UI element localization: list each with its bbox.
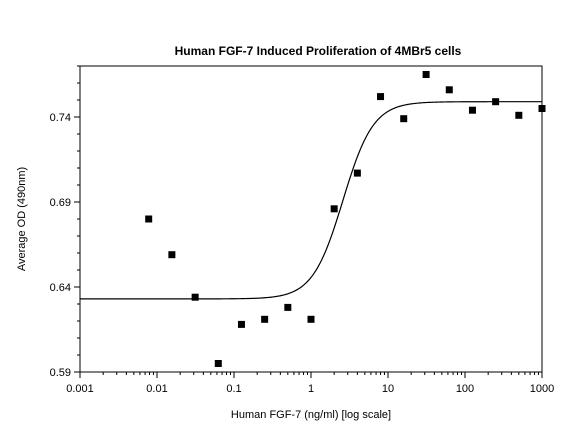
data-point	[330, 205, 338, 213]
data-point	[400, 115, 408, 123]
data-point	[191, 293, 199, 301]
data-point	[515, 111, 523, 119]
data-point	[422, 71, 430, 78]
y-axis-label: Average OD (490nm)	[16, 167, 28, 271]
data-point	[468, 106, 476, 114]
data-point	[307, 315, 315, 323]
chart-title: Human FGF-7 Induced Proliferation of 4MB…	[175, 44, 462, 58]
data-point	[168, 251, 176, 259]
data-point	[538, 105, 546, 112]
x-tick-label: 1	[308, 383, 314, 395]
x-tick-label: 0.01	[146, 383, 167, 395]
x-axis-label: Human FGF-7 (ng/ml) [log scale]	[231, 409, 391, 421]
fit-curve	[80, 101, 542, 300]
y-axis: 0.59 0.64 0.69 0.74	[50, 65, 80, 379]
data-point	[237, 320, 245, 328]
x-tick-label: 10	[382, 383, 394, 395]
x-tick-label: 0.1	[226, 383, 241, 395]
data-point	[284, 303, 292, 311]
x-axis: 0.001 0.01 0.1 1 10 100 1000	[66, 372, 554, 395]
data-points	[145, 71, 546, 367]
data-point	[261, 315, 269, 323]
data-point	[445, 86, 453, 94]
x-tick-label: 0.001	[66, 383, 94, 395]
data-point	[353, 169, 361, 177]
x-tick-label: 1000	[530, 383, 554, 395]
data-point	[377, 93, 385, 101]
data-point	[492, 98, 500, 106]
y-tick-label: 0.74	[50, 112, 71, 124]
data-point	[145, 215, 153, 223]
y-tick-label: 0.69	[50, 197, 71, 209]
y-tick-label: 0.64	[50, 282, 71, 294]
data-point	[214, 360, 222, 367]
y-tick-label: 0.59	[50, 367, 71, 379]
x-tick-label: 100	[456, 383, 474, 395]
